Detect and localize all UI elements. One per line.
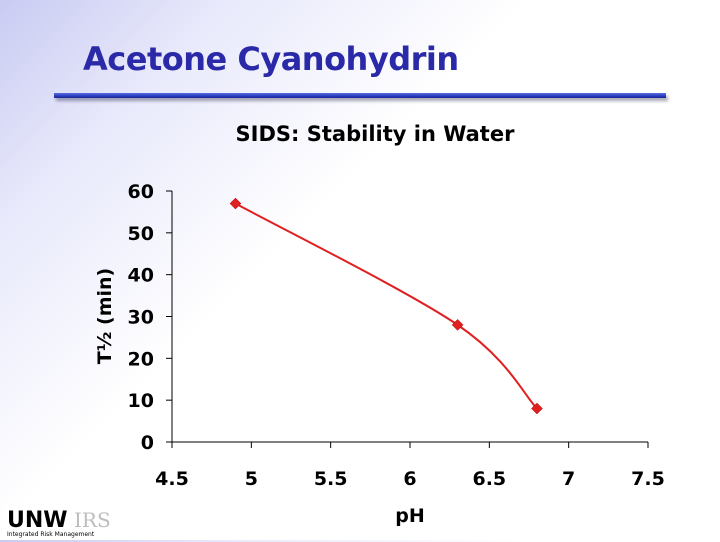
y-axis-ticks: 0 10 20 30 40 50 60: [128, 181, 172, 454]
x-axis-ticks: 4.5 5 5.5 6 6.5 7 7.5: [155, 442, 665, 490]
y-tick-label: 20: [128, 348, 154, 370]
title-underline: [54, 93, 666, 98]
logo-text: UNW: [7, 508, 68, 533]
x-tick-label: 6: [403, 468, 416, 490]
y-tick-label: 60: [128, 181, 154, 203]
y-tick-label: 30: [128, 307, 154, 329]
y-tick-label: 0: [141, 432, 154, 454]
data-point: [229, 197, 242, 210]
logo-tagline: Integrated Risk Management: [7, 531, 95, 538]
unw-logo: UNW IRS Integrated Risk Management: [4, 503, 120, 538]
x-tick-label: 5.5: [314, 468, 348, 490]
y-tick-label: 40: [128, 265, 154, 287]
series-markers: [229, 197, 543, 415]
y-axis-label: T½ (min): [94, 268, 116, 364]
chart-title: SIDS: Stability in Water: [236, 122, 516, 146]
logo-mark: IRS: [74, 508, 111, 532]
slide-title: Acetone Cyanohydrin: [83, 40, 459, 78]
logo-graphic: UNW IRS Integrated Risk Management: [7, 508, 111, 538]
x-axis-label: pH: [395, 505, 425, 527]
series-line: [234, 202, 538, 410]
x-tick-label: 7: [562, 468, 575, 490]
x-tick-label: 5: [245, 468, 258, 490]
x-tick-label: 4.5: [155, 468, 189, 490]
y-tick-label: 10: [128, 390, 154, 412]
chart-axes: [171, 191, 648, 443]
y-tick-label: 50: [128, 223, 154, 245]
data-point: [451, 319, 464, 331]
x-tick-label: 6.5: [472, 468, 506, 490]
x-tick-label: 7.5: [631, 468, 665, 490]
data-point: [531, 402, 543, 415]
